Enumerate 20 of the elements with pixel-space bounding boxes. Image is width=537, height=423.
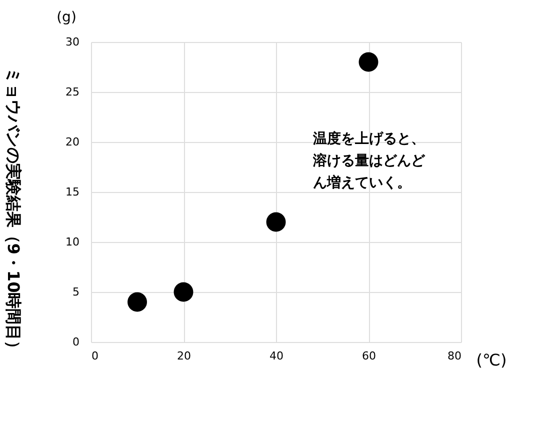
y-tick-label: 0: [72, 336, 80, 348]
y-axis-title: (g): [56, 10, 76, 26]
x-tick-label: 20: [177, 350, 191, 362]
y-tick-label: 25: [66, 86, 80, 98]
point: [266, 212, 286, 232]
y-tick-label: 5: [72, 286, 80, 298]
annotation: 温度を上げると、溶ける量はどんどん増えていく。: [312, 130, 426, 191]
point: [174, 282, 194, 302]
x-axis-title: (℃): [476, 350, 507, 370]
text: ミョウバンの実験結果（9・10時間目）: [4, 67, 23, 357]
x-tick-label: 80: [448, 350, 462, 362]
y-tick-label: 30: [66, 36, 80, 48]
y-tick-label: 20: [66, 136, 80, 148]
x-tick-label: 40: [270, 350, 284, 362]
x-tick-label: 0: [92, 350, 98, 362]
point: [358, 52, 378, 72]
point: [128, 292, 147, 312]
x-tick-label: 60: [362, 350, 376, 362]
y-tick-label: 15: [66, 186, 80, 198]
y-tick-label: 10: [66, 236, 80, 248]
